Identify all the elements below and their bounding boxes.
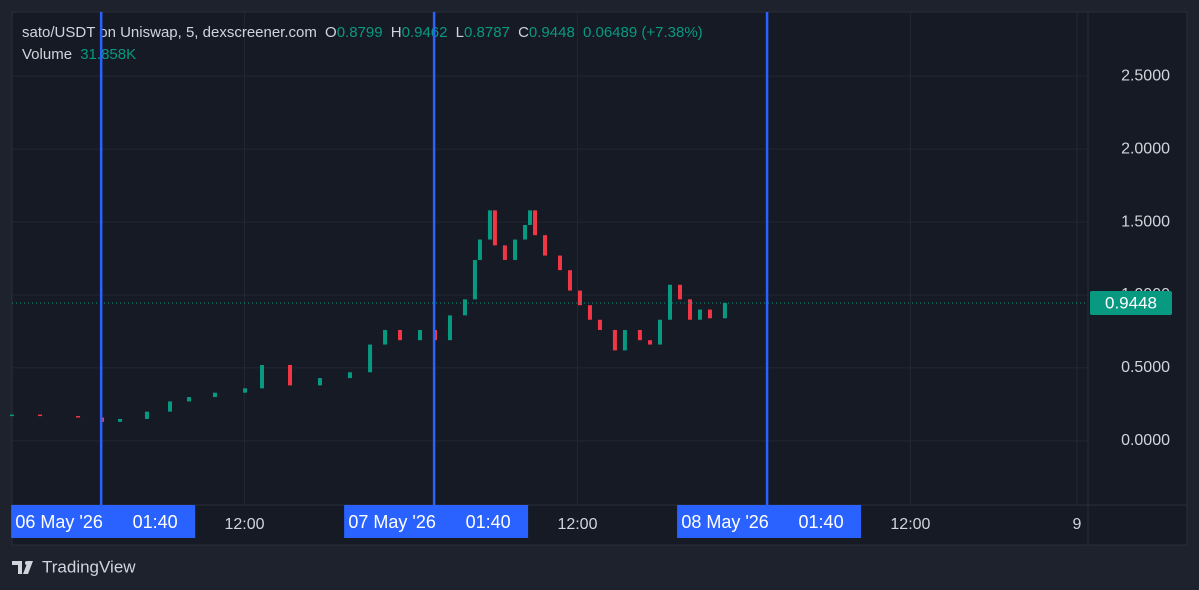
candle — [118, 418, 123, 422]
candle — [523, 224, 528, 240]
marker-time: 01:40 — [466, 512, 511, 532]
candle — [577, 290, 582, 306]
brand-logo — [12, 561, 33, 574]
volume-label: Volume — [22, 46, 72, 63]
x-tick-label: 12:00 — [224, 516, 264, 533]
candle — [622, 329, 627, 351]
ohlc-label: C — [518, 24, 529, 41]
candle — [557, 255, 562, 271]
candle — [10, 414, 14, 417]
symbol: sato/USDT on Uniswap, 5, dexscreener.com — [22, 24, 317, 41]
candle — [677, 284, 682, 300]
logo-icon — [12, 561, 33, 574]
candle — [513, 239, 518, 260]
candle — [243, 388, 248, 393]
marker-box — [344, 505, 529, 538]
y-tick-label: 1.5000 — [1121, 213, 1170, 230]
candle — [317, 378, 322, 386]
candle — [697, 309, 702, 320]
candle — [477, 239, 482, 260]
candle — [368, 344, 373, 373]
candle — [288, 364, 293, 386]
marker-box — [11, 505, 196, 538]
logo-dot — [25, 561, 29, 565]
candle — [528, 210, 533, 225]
y-tick-label: 2.0000 — [1121, 140, 1170, 157]
candle — [543, 235, 548, 256]
candle — [168, 401, 173, 412]
candle — [587, 305, 592, 320]
candle — [612, 329, 617, 351]
candle — [144, 411, 149, 419]
candle — [658, 319, 663, 345]
candle — [259, 364, 264, 389]
candle — [76, 416, 81, 418]
candle — [687, 299, 692, 320]
ohlc-label: H — [391, 24, 402, 41]
candle — [418, 329, 423, 341]
candle — [597, 319, 602, 330]
ohlc-value: 0.9462 — [402, 24, 448, 41]
last-price-label: 0.9448 — [1105, 294, 1157, 313]
y-tick-label: 0.0000 — [1121, 432, 1170, 449]
marker-date: 08 May '26 — [681, 512, 769, 532]
y-tick-label: 0.5000 — [1121, 359, 1170, 376]
x-tick-label: 12:00 — [890, 516, 930, 533]
change: 0.06489 — [583, 24, 637, 41]
volume-value: 31.858K — [80, 46, 136, 63]
panel — [11, 11, 1188, 546]
candle — [462, 299, 467, 316]
marker-time: 01:40 — [799, 512, 844, 532]
candle — [492, 210, 497, 246]
candle — [383, 329, 388, 345]
candle — [447, 315, 452, 341]
ohlc-value: 0.8799 — [337, 24, 383, 41]
x-tick-label: 12:00 — [557, 516, 597, 533]
y-tick-label: 2.5000 — [1121, 67, 1170, 84]
ohlc-value: 0.8787 — [464, 24, 510, 41]
candle — [472, 259, 477, 300]
candle — [347, 372, 352, 379]
last-price-tag — [1090, 291, 1172, 316]
candle — [722, 303, 727, 319]
x-tick-label: 9 — [1072, 516, 1081, 533]
marker-box — [677, 505, 862, 538]
candle — [637, 329, 642, 341]
candle — [38, 414, 43, 417]
ohlc-value: 0.9448 — [529, 24, 575, 41]
ohlc-label: O — [325, 24, 337, 41]
legend-line: sato/USDT on Uniswap, 5, dexscreener.com… — [22, 24, 703, 41]
candle — [707, 309, 712, 319]
candle — [648, 340, 653, 345]
marker-time: 01:40 — [133, 512, 178, 532]
plot — [10, 12, 1088, 505]
candle — [487, 210, 492, 240]
candle — [212, 392, 217, 398]
marker-date: 07 May '26 — [348, 512, 436, 532]
brand: TradingView — [42, 557, 136, 576]
change-pct: (+7.38%) — [641, 24, 702, 41]
marker-date: 06 May '26 — [15, 512, 103, 532]
candle — [668, 284, 673, 320]
candle — [502, 245, 507, 260]
candle — [567, 270, 572, 291]
ohlc-label: L — [456, 24, 464, 41]
volume-line: Volume 31.858K — [22, 46, 136, 63]
candle — [533, 210, 538, 236]
candle — [187, 397, 192, 402]
candle — [398, 329, 403, 341]
